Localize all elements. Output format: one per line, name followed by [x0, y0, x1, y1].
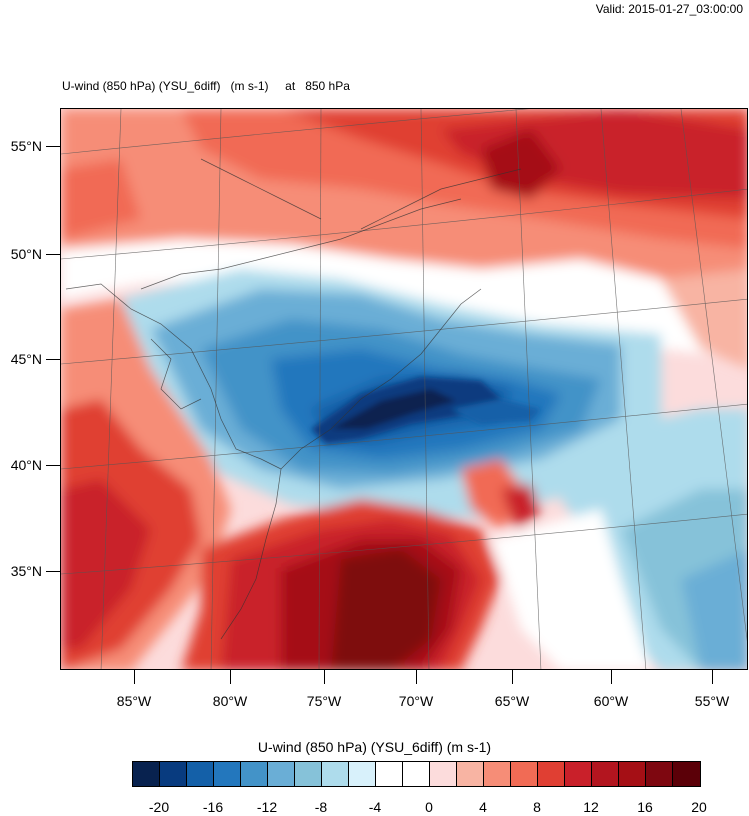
lon-tick	[512, 670, 513, 684]
colorbar-tick-label: -20	[148, 799, 170, 815]
valid-time-label: Valid: 2015-01-27_03:00:00	[595, 2, 743, 16]
colorbar-cell	[295, 762, 322, 786]
colorbar-cell	[673, 762, 700, 786]
lon-tick	[611, 670, 612, 684]
colorbar-cell	[565, 762, 592, 786]
lat-label: 55°N	[10, 138, 42, 154]
lat-tick	[46, 571, 60, 572]
plot-title: U-wind (850 hPa) (YSU_6diff) (m s-1) at …	[62, 79, 350, 93]
colorbar-tick-label: 20	[691, 799, 707, 815]
colorbar-cell	[160, 762, 187, 786]
colorbar-cell	[376, 762, 403, 786]
lon-label: 70°W	[398, 693, 434, 709]
colorbar-cell	[646, 762, 673, 786]
colorbar-tick-label: 8	[533, 799, 541, 815]
colorbar-tick-label: 0	[425, 799, 433, 815]
lon-label: 80°W	[212, 693, 248, 709]
colorbar-cell	[484, 762, 511, 786]
colorbar-cell	[187, 762, 214, 786]
colorbar-tick-label: 4	[479, 799, 487, 815]
lat-label: 40°N	[10, 457, 42, 473]
lat-label: 50°N	[10, 246, 42, 262]
lon-label: 55°W	[694, 693, 730, 709]
lon-label: 85°W	[116, 693, 152, 709]
colorbar-cell	[268, 762, 295, 786]
colorbar-cell	[619, 762, 646, 786]
colorbar	[132, 761, 701, 787]
colorbar-cell	[430, 762, 457, 786]
lon-tick	[324, 670, 325, 684]
lon-label: 60°W	[593, 693, 629, 709]
lat-tick	[46, 465, 60, 466]
map-panel	[60, 108, 748, 670]
colorbar-cell	[133, 762, 160, 786]
colorbar-tick-label: 16	[637, 799, 653, 815]
colorbar-cell	[403, 762, 430, 786]
lon-tick	[230, 670, 231, 684]
lat-tick	[46, 359, 60, 360]
lon-label: 75°W	[306, 693, 342, 709]
colorbar-title: U-wind (850 hPa) (YSU_6diff) (m s-1)	[257, 739, 492, 755]
lat-label: 45°N	[10, 351, 42, 367]
colorbar-tick-label: -16	[202, 799, 224, 815]
colorbar-tick-label: -4	[368, 799, 382, 815]
lon-label: 65°W	[494, 693, 530, 709]
lat-tick	[46, 146, 60, 147]
lon-tick	[134, 670, 135, 684]
wind-field-map	[61, 109, 747, 669]
lon-tick	[712, 670, 713, 684]
colorbar-cell	[538, 762, 565, 786]
colorbar-cell	[457, 762, 484, 786]
colorbar-cell	[214, 762, 241, 786]
lon-tick	[416, 670, 417, 684]
colorbar-cell	[511, 762, 538, 786]
colorbar-cell	[349, 762, 376, 786]
lat-label: 35°N	[10, 563, 42, 579]
lat-tick	[46, 254, 60, 255]
colorbar-cell	[322, 762, 349, 786]
colorbar-tick-label: -12	[256, 799, 278, 815]
colorbar-tick-label: 12	[583, 799, 599, 815]
colorbar-tick-label: -8	[314, 799, 328, 815]
colorbar-cell	[241, 762, 268, 786]
colorbar-cell	[592, 762, 619, 786]
